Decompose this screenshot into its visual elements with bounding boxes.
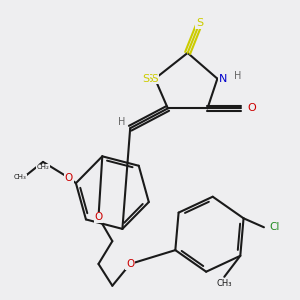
Text: O: O [247, 103, 256, 113]
Text: S: S [146, 74, 153, 84]
Text: S: S [196, 18, 203, 28]
Text: S: S [152, 74, 158, 84]
Text: CH₃: CH₃ [14, 174, 27, 180]
Text: CH₃: CH₃ [217, 279, 232, 288]
Text: O: O [126, 259, 134, 269]
Text: S: S [142, 74, 150, 84]
Text: O: O [64, 173, 73, 183]
Text: N: N [219, 74, 227, 84]
Text: H: H [118, 117, 126, 127]
Text: CH₂: CH₂ [37, 164, 50, 170]
Text: H: H [234, 71, 241, 81]
Text: O: O [94, 212, 103, 222]
Text: Cl: Cl [269, 222, 280, 232]
